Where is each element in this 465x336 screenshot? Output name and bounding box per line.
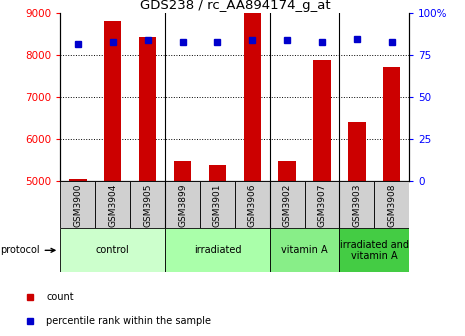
Text: GSM3904: GSM3904 xyxy=(108,183,117,227)
Text: GSM3899: GSM3899 xyxy=(178,183,187,227)
Bar xyxy=(348,122,365,181)
Text: GSM3901: GSM3901 xyxy=(213,183,222,227)
Text: protocol: protocol xyxy=(0,245,55,255)
Bar xyxy=(279,161,296,181)
Bar xyxy=(69,178,86,181)
Text: GSM3902: GSM3902 xyxy=(283,183,292,227)
Bar xyxy=(60,228,165,272)
Bar xyxy=(104,21,121,181)
Title: GDS238 / rc_AA894174_g_at: GDS238 / rc_AA894174_g_at xyxy=(140,0,330,12)
Bar xyxy=(339,181,374,228)
Text: irradiated: irradiated xyxy=(193,245,241,255)
Text: GSM3900: GSM3900 xyxy=(73,183,82,227)
Bar xyxy=(139,37,156,181)
Bar xyxy=(235,181,270,228)
Text: GSM3906: GSM3906 xyxy=(248,183,257,227)
Bar xyxy=(270,228,339,272)
Text: GSM3907: GSM3907 xyxy=(318,183,326,227)
Bar xyxy=(305,181,339,228)
Bar xyxy=(270,181,305,228)
Bar xyxy=(60,181,95,228)
Bar xyxy=(244,13,261,181)
Bar xyxy=(339,228,409,272)
Text: percentile rank within the sample: percentile rank within the sample xyxy=(46,316,211,326)
Bar xyxy=(174,161,191,181)
Text: GSM3903: GSM3903 xyxy=(352,183,361,227)
Bar xyxy=(130,181,165,228)
Bar xyxy=(313,60,331,181)
Text: irradiated and
vitamin A: irradiated and vitamin A xyxy=(340,240,409,261)
Bar xyxy=(383,67,400,181)
Text: GSM3908: GSM3908 xyxy=(387,183,396,227)
Text: count: count xyxy=(46,292,73,302)
Text: control: control xyxy=(96,245,130,255)
Bar xyxy=(95,181,130,228)
Bar xyxy=(200,181,235,228)
Bar xyxy=(374,181,409,228)
Bar xyxy=(165,228,270,272)
Bar xyxy=(209,166,226,181)
Text: GSM3905: GSM3905 xyxy=(143,183,152,227)
Bar xyxy=(165,181,200,228)
Text: vitamin A: vitamin A xyxy=(281,245,328,255)
